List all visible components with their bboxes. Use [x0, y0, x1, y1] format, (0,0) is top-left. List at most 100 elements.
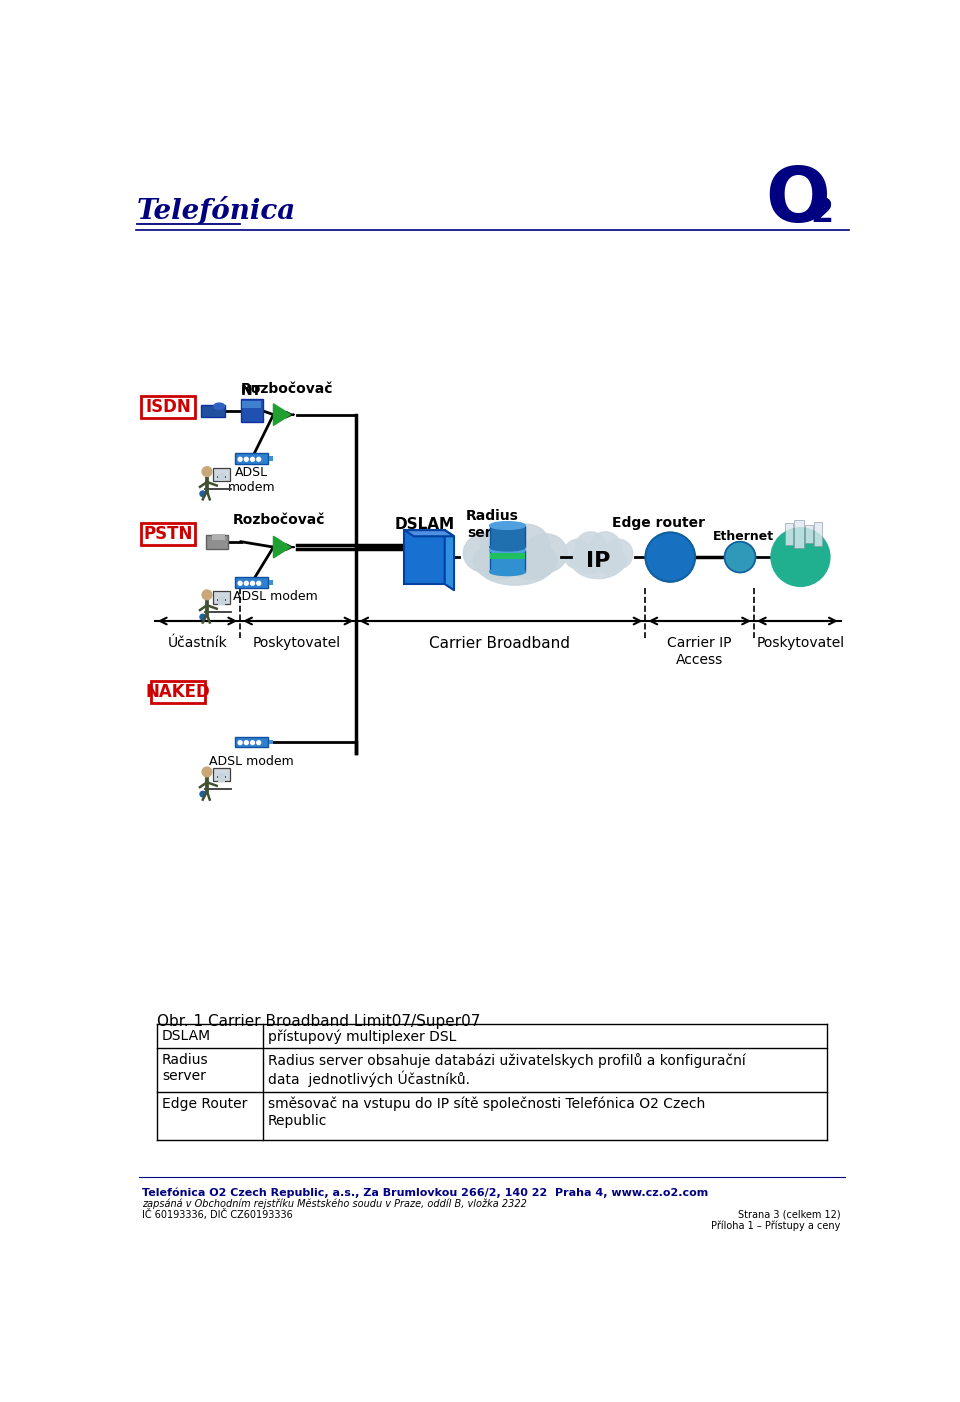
- FancyBboxPatch shape: [213, 768, 230, 781]
- Text: PSTN: PSTN: [143, 524, 193, 543]
- Circle shape: [245, 457, 249, 461]
- FancyBboxPatch shape: [218, 596, 225, 604]
- Text: ADSL
modem: ADSL modem: [228, 467, 276, 495]
- Circle shape: [202, 767, 212, 777]
- Ellipse shape: [592, 547, 626, 573]
- Text: Strana 3 (celkem 12): Strana 3 (celkem 12): [738, 1210, 841, 1220]
- FancyBboxPatch shape: [269, 740, 274, 744]
- Polygon shape: [444, 530, 454, 590]
- Circle shape: [202, 590, 212, 600]
- Ellipse shape: [564, 540, 592, 569]
- Polygon shape: [404, 530, 454, 537]
- Text: IČ 60193336, DIČ CZ60193336: IČ 60193336, DIČ CZ60193336: [142, 1210, 293, 1220]
- Ellipse shape: [214, 404, 225, 409]
- Ellipse shape: [590, 531, 621, 564]
- FancyBboxPatch shape: [235, 736, 268, 747]
- Ellipse shape: [490, 568, 525, 576]
- Circle shape: [238, 740, 242, 744]
- FancyBboxPatch shape: [269, 456, 274, 461]
- FancyBboxPatch shape: [206, 534, 228, 548]
- Ellipse shape: [490, 522, 525, 530]
- FancyBboxPatch shape: [213, 468, 230, 481]
- Text: NT: NT: [241, 384, 262, 398]
- Polygon shape: [274, 404, 291, 425]
- Circle shape: [725, 541, 756, 572]
- Text: Radius server obsahuje databázi uživatelskych profilů a konfigurační
data  jedno: Radius server obsahuje databázi uživatel…: [268, 1053, 746, 1087]
- Text: zapsáná v Obchodním rejstříku Městského soudu v Praze, oddíl B, vložka 2322: zapsáná v Obchodním rejstříku Městského …: [142, 1199, 527, 1209]
- Ellipse shape: [490, 547, 525, 554]
- FancyBboxPatch shape: [151, 681, 205, 702]
- Text: Obr. 1 Carrier Broadband Limit07/Super07: Obr. 1 Carrier Broadband Limit07/Super07: [157, 1014, 481, 1029]
- Ellipse shape: [572, 545, 624, 579]
- Circle shape: [200, 791, 205, 796]
- FancyBboxPatch shape: [490, 526, 525, 547]
- Ellipse shape: [476, 541, 554, 585]
- Circle shape: [200, 491, 205, 496]
- Text: Edge Router: Edge Router: [162, 1096, 248, 1110]
- Circle shape: [256, 582, 261, 585]
- FancyBboxPatch shape: [235, 578, 268, 587]
- Text: Rozbočovač: Rozbočovač: [240, 381, 333, 395]
- Ellipse shape: [481, 524, 528, 566]
- Circle shape: [251, 740, 254, 744]
- Circle shape: [202, 467, 212, 477]
- Text: Radius
server: Radius server: [466, 509, 518, 540]
- Circle shape: [251, 457, 254, 461]
- Circle shape: [245, 582, 249, 585]
- Text: Účastník: Účastník: [168, 637, 228, 651]
- Ellipse shape: [490, 543, 525, 551]
- Ellipse shape: [605, 540, 633, 569]
- FancyBboxPatch shape: [241, 400, 263, 422]
- Text: Edge router: Edge router: [612, 516, 706, 530]
- Ellipse shape: [525, 534, 567, 572]
- FancyBboxPatch shape: [141, 397, 195, 418]
- Text: O: O: [766, 164, 830, 237]
- FancyBboxPatch shape: [235, 453, 268, 464]
- Text: Poskytovatel: Poskytovatel: [756, 637, 845, 651]
- Circle shape: [238, 457, 242, 461]
- Text: ISDN: ISDN: [145, 398, 191, 416]
- Ellipse shape: [507, 543, 557, 579]
- Text: Rozbočovač: Rozbočovač: [232, 513, 325, 527]
- Circle shape: [245, 740, 249, 744]
- FancyBboxPatch shape: [141, 523, 195, 545]
- Text: DSLAM: DSLAM: [162, 1029, 211, 1043]
- FancyBboxPatch shape: [805, 524, 813, 543]
- FancyBboxPatch shape: [212, 534, 225, 540]
- Circle shape: [256, 457, 261, 461]
- Text: přístupový multiplexer DSL: přístupový multiplexer DSL: [268, 1029, 456, 1043]
- Text: Telefónica: Telefónica: [137, 196, 297, 224]
- Text: 2: 2: [810, 196, 833, 229]
- Circle shape: [238, 582, 242, 585]
- Text: Poskytovatel: Poskytovatel: [252, 637, 341, 651]
- Text: ADSL modem: ADSL modem: [209, 756, 294, 768]
- FancyBboxPatch shape: [269, 580, 274, 585]
- FancyBboxPatch shape: [404, 530, 444, 585]
- FancyBboxPatch shape: [785, 523, 793, 545]
- FancyBboxPatch shape: [490, 554, 525, 559]
- Text: Příloha 1 – Přístupy a ceny: Příloha 1 – Přístupy a ceny: [711, 1220, 841, 1231]
- FancyBboxPatch shape: [794, 520, 804, 548]
- Text: Carrier IP
Access: Carrier IP Access: [667, 637, 732, 666]
- FancyBboxPatch shape: [218, 472, 225, 481]
- FancyBboxPatch shape: [201, 405, 226, 416]
- FancyBboxPatch shape: [243, 401, 261, 408]
- Ellipse shape: [503, 524, 550, 566]
- Ellipse shape: [575, 531, 607, 564]
- Circle shape: [200, 614, 205, 620]
- Ellipse shape: [473, 543, 523, 579]
- Text: IP: IP: [586, 551, 611, 571]
- Text: DSLAM: DSLAM: [395, 517, 455, 531]
- Text: Ethernet: Ethernet: [713, 530, 775, 543]
- Circle shape: [256, 740, 261, 744]
- Circle shape: [771, 527, 829, 586]
- Polygon shape: [274, 537, 291, 558]
- FancyBboxPatch shape: [218, 774, 225, 782]
- Text: NAKED: NAKED: [146, 683, 210, 701]
- Text: Radius
server: Radius server: [162, 1053, 208, 1084]
- Text: Telefónica O2 Czech Republic, a.s., Za Brumlovkou 266/2, 140 22  Praha 4, www.cz: Telefónica O2 Czech Republic, a.s., Za B…: [142, 1187, 708, 1199]
- Text: Carrier Broadband: Carrier Broadband: [429, 637, 570, 652]
- Text: směsovač na vstupu do IP sítě společnosti Telefónica O2 Czech
Republic: směsovač na vstupu do IP sítě společnost…: [268, 1096, 706, 1127]
- Text: ADSL modem: ADSL modem: [232, 590, 318, 603]
- FancyBboxPatch shape: [213, 592, 230, 604]
